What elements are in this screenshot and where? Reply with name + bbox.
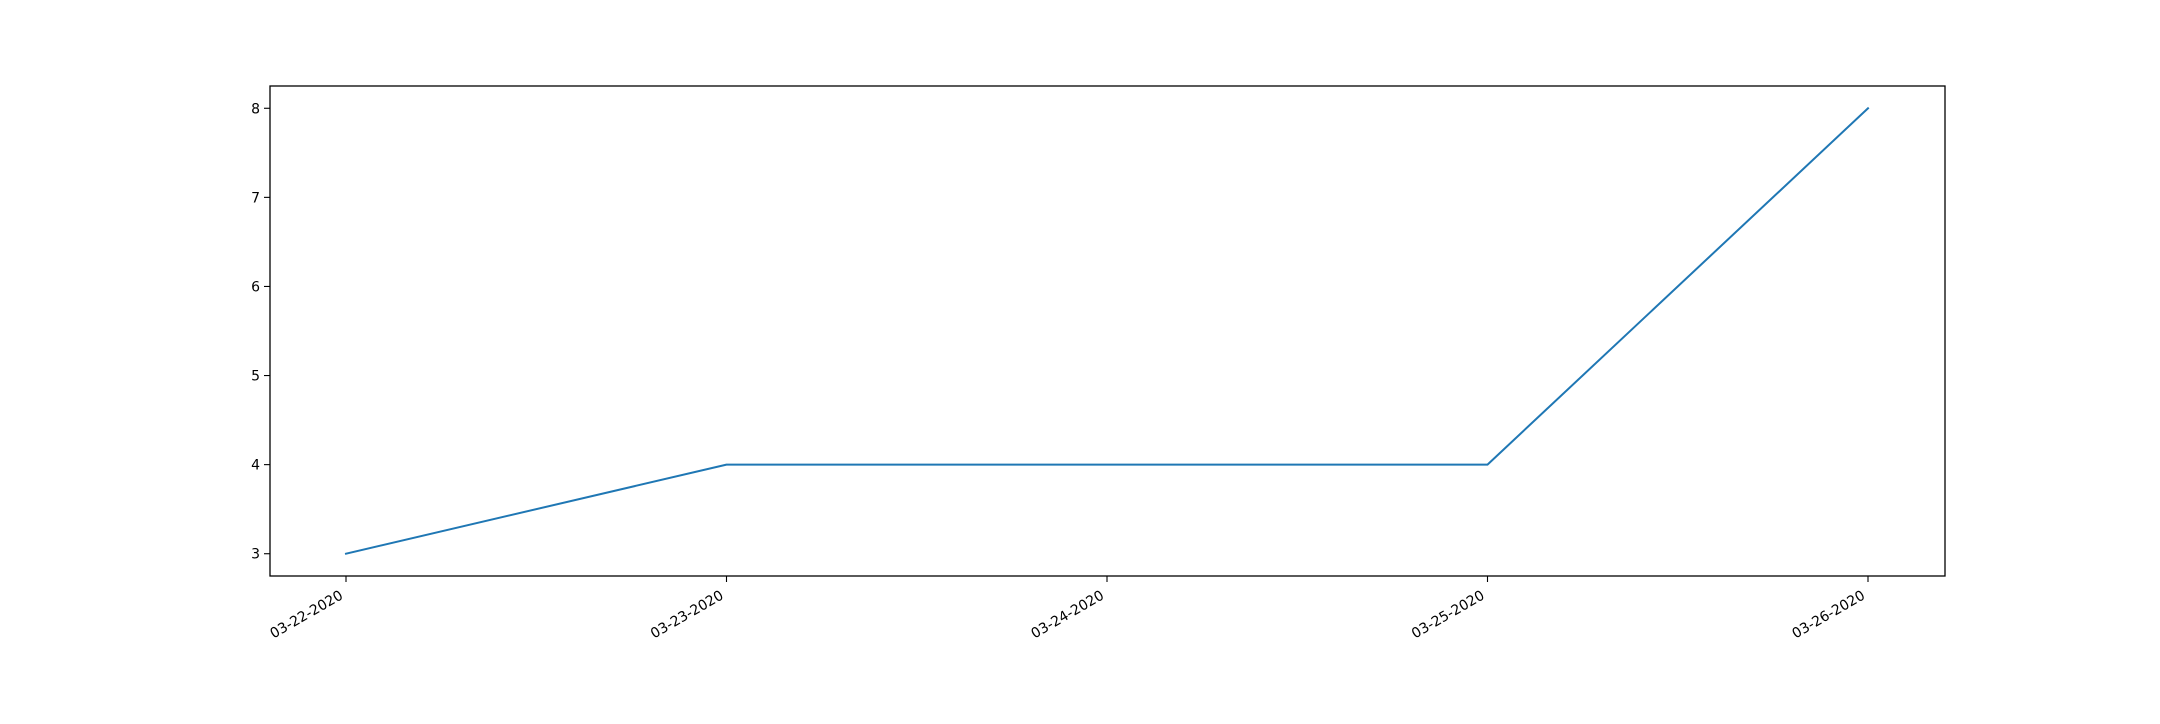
data-point xyxy=(726,464,728,466)
series-layer xyxy=(344,106,1870,555)
data-point xyxy=(1106,464,1108,466)
y-tick-label: 5 xyxy=(251,369,260,385)
x-axis: 03-22-2020 03-23-2020 03-24-2020 03-25-2020… xyxy=(268,576,1869,643)
series-line xyxy=(344,106,1870,555)
y-tick-label: 8 xyxy=(251,101,260,117)
x-tick-label: 03-23-2020 xyxy=(648,588,726,643)
data-point xyxy=(1867,107,1869,109)
x-tick-label: 03-26-2020 xyxy=(1790,588,1868,643)
y-tick-label: 3 xyxy=(251,547,260,563)
plot-frame xyxy=(269,85,1946,577)
x-tick-label: 03-22-2020 xyxy=(268,588,346,643)
x-tick-label: 03-24-2020 xyxy=(1029,588,1107,643)
data-point xyxy=(1487,464,1489,466)
data-point xyxy=(345,553,347,555)
x-tick-label: 03-25-2020 xyxy=(1409,588,1487,643)
y-tick-label: 4 xyxy=(251,458,260,474)
y-tick-label: 7 xyxy=(251,190,260,206)
y-axis: 3 4 5 6 7 8 xyxy=(251,101,270,563)
y-tick-label: 6 xyxy=(251,279,260,295)
